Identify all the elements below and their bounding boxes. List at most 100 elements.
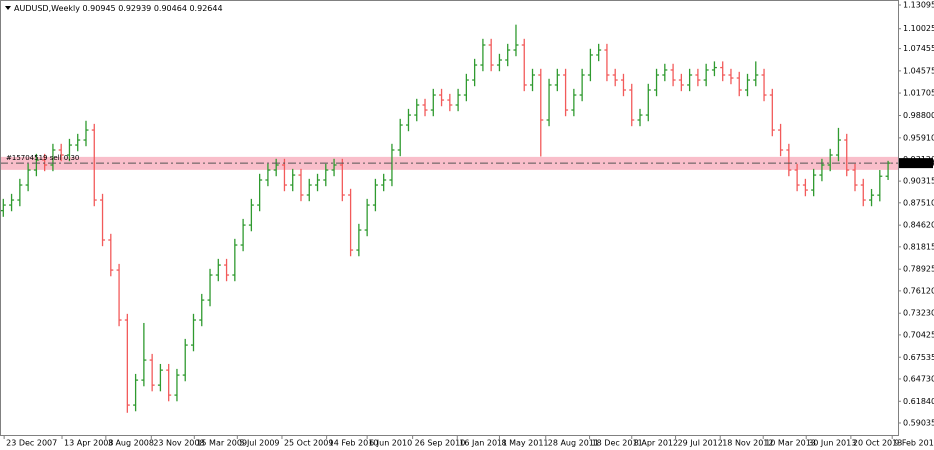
- ohlc-bar: [323, 163, 329, 187]
- ohlc-bar: [91, 123, 97, 207]
- ohlc-bar: [463, 73, 469, 102]
- ohlc-bar: [587, 48, 593, 82]
- y-tick-label: 0.95910: [903, 133, 934, 142]
- x-tick-label: 9 Feb 2014: [894, 439, 934, 448]
- chart-title: AUDUSD,Weekly: [14, 4, 80, 13]
- chart-header: AUDUSD,Weekly 0.90945 0.92939 0.90464 0.…: [14, 4, 223, 13]
- ohlc-bar: [174, 368, 180, 402]
- y-tick-label: 0.87510: [903, 198, 934, 207]
- ohlc-bar: [422, 98, 428, 117]
- y-tick-label: 0.59035: [903, 418, 934, 427]
- ohlc-bar: [141, 322, 147, 387]
- ohlc-bar: [852, 163, 858, 192]
- ohlc-bar: [182, 338, 188, 382]
- ohlc-bar: [9, 193, 15, 212]
- ohlc-bar: [240, 218, 246, 252]
- ohlc-bar: [604, 43, 610, 82]
- ohlc-bar: [488, 38, 494, 72]
- plot-frame: [0, 0, 899, 436]
- x-tick-label: 30 Jun 2013: [808, 439, 856, 448]
- ohlc-bar: [786, 143, 792, 177]
- y-tick-label: 0.73230: [903, 309, 934, 318]
- x-tick-label: 28 Aug 2011: [548, 439, 599, 448]
- ohlc-bar: [563, 68, 569, 117]
- ohlc-bar: [579, 68, 585, 102]
- ohlc-bar: [778, 123, 784, 157]
- ohlc-bar: [124, 313, 130, 413]
- ohlc-bar: [430, 88, 436, 117]
- ohlc-bar: [769, 88, 775, 137]
- x-tick-label: 23 Dec 2007: [6, 439, 57, 448]
- ohlc-bar: [761, 68, 767, 102]
- ohlc-bar: [612, 68, 618, 87]
- last-low: 0.90464: [154, 4, 187, 13]
- ohlc-bar: [257, 173, 263, 212]
- ohlc-bar: [306, 178, 312, 202]
- ohlc-bar: [166, 363, 172, 402]
- ohlc-bar: [290, 168, 296, 192]
- y-tick-label: 1.01705: [903, 89, 934, 98]
- ohlc-bar: [662, 63, 668, 82]
- ohlc-bar: [654, 68, 660, 97]
- ohlc-bar: [505, 43, 511, 67]
- ohlc-bar: [538, 68, 544, 157]
- ohlc-bar: [670, 63, 676, 87]
- ohlc-bar: [397, 118, 403, 157]
- ohlc-bar: [736, 71, 742, 97]
- ohlc-bar: [711, 61, 717, 77]
- x-tick-label: 5 Jul 2009: [239, 439, 279, 448]
- ohlc-bar: [695, 68, 701, 87]
- y-tick-label: 0.61840: [903, 397, 934, 406]
- y-tick-label: 1.13095: [903, 0, 934, 9]
- ohlc-bar: [331, 158, 337, 177]
- ohlc-bar: [620, 73, 626, 97]
- ohlc-bar: [678, 73, 684, 92]
- ohlc-bar: [58, 143, 64, 162]
- ohlc-bar: [745, 73, 751, 97]
- x-tick-label: 16 Jan 2011: [459, 439, 507, 448]
- ohlc-bar: [530, 68, 536, 92]
- y-tick-label: 0.81815: [903, 242, 934, 251]
- y-tick-label: 0.67535: [903, 353, 934, 362]
- last-close: 0.92644: [189, 4, 222, 13]
- ohlc-bar: [496, 53, 502, 72]
- x-tick-label: 8 Apr 2012: [634, 439, 678, 448]
- ohlc-bar: [315, 173, 321, 192]
- ohlc-bar: [720, 61, 726, 82]
- ohlc-bar: [17, 178, 23, 207]
- ohlc-bar: [546, 78, 552, 127]
- x-tick-label: 15 Mar 2009: [196, 439, 247, 448]
- ohlc-bar: [356, 223, 362, 257]
- x-tick-label: 23 Nov 2008: [153, 439, 204, 448]
- ohlc-bar: [885, 160, 891, 180]
- ohlc-bar: [42, 153, 48, 172]
- ohlc-bar: [25, 163, 31, 192]
- last-high: 0.92939: [118, 4, 151, 13]
- y-tick-label: 0.70425: [903, 330, 934, 339]
- ohlc-bar: [224, 258, 230, 282]
- ohlc-bar: [439, 88, 445, 107]
- plot-area: #15704519 sell 0.30: [0, 24, 898, 413]
- ohlc-bar: [811, 168, 817, 197]
- ohlc-bar: [472, 58, 478, 87]
- ohlc-bar: [827, 148, 833, 172]
- order-label: #15704519 sell 0.30: [6, 154, 79, 162]
- ohlc-bar: [703, 63, 709, 87]
- ohlc-bar: [298, 168, 304, 202]
- ohlc-bar: [794, 163, 800, 192]
- x-tick-label: 8 May 2011: [501, 439, 548, 448]
- ohlc-bar: [521, 38, 527, 92]
- ohlc-bar: [637, 108, 643, 127]
- ohlc-bar: [389, 143, 395, 187]
- ohlc-bar: [753, 61, 759, 87]
- ohlc-bar: [83, 120, 89, 147]
- y-tick-label: 0.76120: [903, 286, 934, 295]
- ohlc-bar: [100, 193, 106, 247]
- ohlc-bar: [364, 198, 370, 237]
- ohlc-bar: [248, 198, 254, 232]
- ohlc-bar: [835, 127, 841, 162]
- ohlc-bar: [372, 178, 378, 212]
- menu-arrow[interactable]: [5, 6, 11, 10]
- ohlc-bar: [116, 263, 122, 327]
